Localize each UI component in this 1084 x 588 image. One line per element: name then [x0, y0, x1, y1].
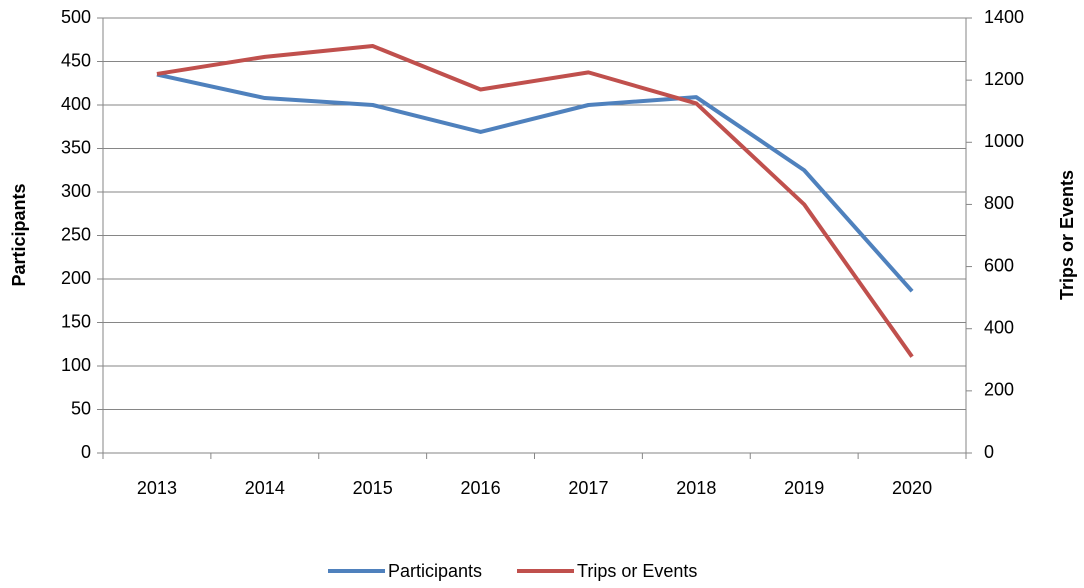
x-tick-label: 2015 [353, 478, 393, 498]
y2-tick-label: 200 [984, 380, 1014, 400]
x-tick-label: 2016 [461, 478, 501, 498]
y-tick-label: 100 [61, 355, 91, 375]
y-tick-label: 400 [61, 94, 91, 114]
x-tick-label: 2013 [137, 478, 177, 498]
legend-label: Trips or Events [577, 561, 697, 581]
y2-tick-label: 0 [984, 442, 994, 462]
x-tick-label: 2018 [676, 478, 716, 498]
y2-tick-label: 1000 [984, 131, 1024, 151]
y-tick-label: 350 [61, 137, 91, 157]
y-tick-label: 200 [61, 268, 91, 288]
y-tick-label: 150 [61, 311, 91, 331]
series-line [156, 72, 914, 293]
x-tick-label: 2020 [892, 478, 932, 498]
y-tick-label: 450 [61, 50, 91, 70]
y2-tick-label: 1400 [984, 7, 1024, 27]
y-tick-label: 50 [71, 398, 91, 418]
y2-axis-title: Trips or Events [1057, 170, 1077, 300]
series-line [156, 43, 914, 358]
y2-tick-label: 1200 [984, 69, 1024, 89]
x-tick-label: 2019 [784, 478, 824, 498]
y-tick-label: 500 [61, 7, 91, 27]
y-tick-label: 0 [81, 442, 91, 462]
x-tick-label: 2017 [568, 478, 608, 498]
y2-tick-label: 400 [984, 317, 1014, 337]
y-tick-label: 300 [61, 181, 91, 201]
y-axis-title: Participants [9, 183, 29, 286]
legend-label: Participants [388, 561, 482, 581]
y2-tick-label: 600 [984, 255, 1014, 275]
y-tick-label: 250 [61, 224, 91, 244]
y2-tick-label: 800 [984, 193, 1014, 213]
x-tick-label: 2014 [245, 478, 285, 498]
